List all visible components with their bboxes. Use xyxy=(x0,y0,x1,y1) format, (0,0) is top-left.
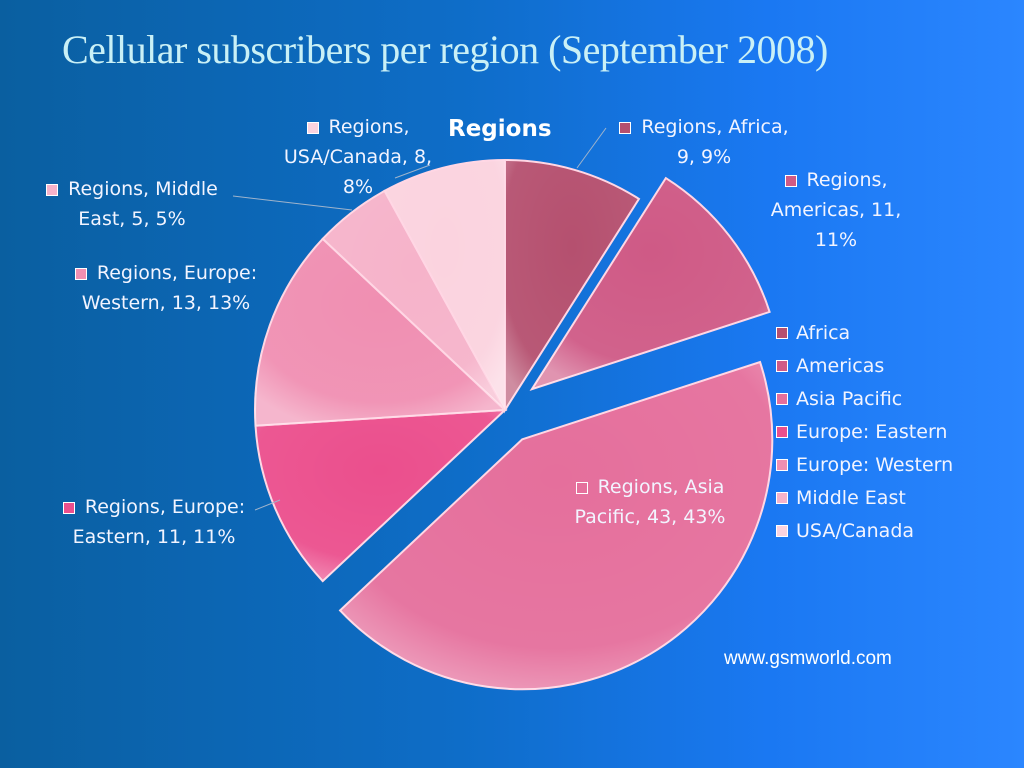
legend-swatch xyxy=(776,425,788,438)
label-swatch xyxy=(306,121,319,134)
legend-swatch xyxy=(776,458,788,471)
legend-item-usa-canada: USA/Canada xyxy=(776,514,953,547)
leader-line-africa xyxy=(576,127,607,169)
pie-slice-europe-western-sheen xyxy=(255,238,505,426)
legend-swatch xyxy=(776,359,788,372)
legend-item-americas: Americas xyxy=(776,349,953,382)
data-label-middle-east: Regions, Middle East, 5, 5% xyxy=(32,174,232,234)
legend-item-africa: Africa xyxy=(776,316,953,349)
legend-item-middle-east: Middle East xyxy=(776,481,953,514)
source-url: www.gsmworld.com xyxy=(724,648,892,669)
leader-line-usa-canada xyxy=(394,164,431,179)
pie-slice-americas-sheen xyxy=(531,178,770,390)
leader-line-middle-east xyxy=(232,195,353,211)
label-swatch xyxy=(62,501,75,514)
pie-slice-africa-sheen xyxy=(505,160,639,410)
data-label-usa-canada: Regions, USA/Canada, 8, 8% xyxy=(283,116,433,198)
legend-swatch xyxy=(776,524,788,537)
pie-slice-asia-pacific-sheen xyxy=(340,362,773,690)
data-label-europe-eastern: Regions, Europe: Eastern, 11, 11% xyxy=(46,492,262,552)
legend-swatch xyxy=(776,392,788,405)
legend-swatch xyxy=(776,326,788,339)
label-swatch xyxy=(784,174,797,187)
data-label-asia-pacific: Regions, Asia Pacific, 43, 43% xyxy=(574,476,726,528)
chart-legend: Africa Americas Asia Pacific Europe: Eas… xyxy=(776,316,953,547)
data-label-africa: Regions, Africa, 9, 9% xyxy=(604,112,804,172)
pie-slice-usa-canada-sheen xyxy=(384,160,505,410)
data-label-americas: Regions, Americas, 11, 11% xyxy=(770,169,902,251)
label-swatch xyxy=(46,183,59,196)
legend-swatch xyxy=(776,491,788,504)
chart-title: Regions xyxy=(448,116,552,142)
legend-item-asia-pacific: Asia Pacific xyxy=(776,382,953,415)
legend-item-europe-eastern: Europe: Eastern xyxy=(776,415,953,448)
data-label-europe-western: Regions, Europe: Western, 13, 13% xyxy=(58,258,274,318)
legend-item-europe-western: Europe: Western xyxy=(776,448,953,481)
label-swatch xyxy=(74,267,87,280)
label-swatch xyxy=(619,121,632,134)
label-swatch xyxy=(575,481,588,494)
pie-slice-middle-east-sheen xyxy=(322,190,505,410)
pie-slice-europe-eastern-sheen xyxy=(255,410,505,582)
leader-line-europe-eastern xyxy=(254,499,281,511)
slide-title: Cellular subscribers per region (Septemb… xyxy=(62,27,828,72)
